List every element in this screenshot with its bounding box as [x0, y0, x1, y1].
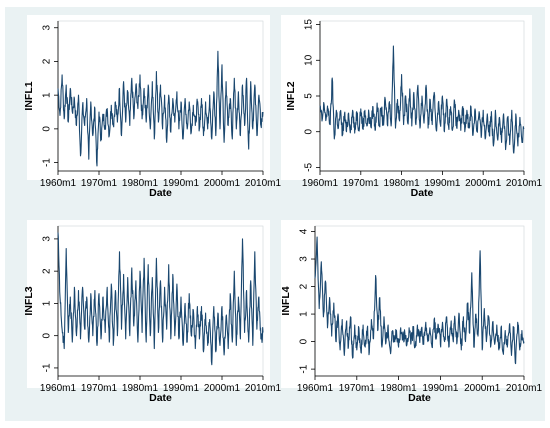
y-tick-label: -1 [42, 363, 53, 372]
y-axis-title: INFL4 [280, 286, 292, 315]
y-tick-label: -1 [42, 158, 53, 167]
y-axis-title: INFL2 [285, 81, 297, 110]
y-tick-label: -1 [299, 364, 310, 373]
y-tick-label: 10 [304, 54, 315, 66]
x-tick-label: 2000m1 [465, 178, 502, 189]
x-tick-label: 1970m1 [81, 383, 118, 394]
chart-panel-2: -5 0 5 10 15 1960m1 1970m1 1980m1 1990m1 2000m1 20… [281, 15, 543, 199]
y-tick-label: 3 [299, 256, 310, 262]
x-tick-label: 1990m1 [424, 178, 461, 189]
series-line [57, 232, 264, 366]
y-axis-title: INFL1 [23, 81, 35, 110]
y-tick-label: -5 [304, 163, 315, 172]
y-tick-label: 15 [304, 19, 315, 31]
x-axis-title: Date [149, 187, 172, 199]
y-tick-label: 1 [299, 311, 310, 317]
x-tick-label: 1980m1 [122, 178, 159, 189]
chart-panel-3: -1 0 1 2 3 1960m1 1970m1 1980m1 1990m1 2000m1 2010… [23, 220, 282, 404]
x-tick-label: 2010m1 [245, 383, 282, 394]
x-tick-label: 1960m1 [297, 383, 334, 394]
x-tick-label: 1990m1 [163, 178, 200, 189]
y-tick-label: 5 [304, 93, 315, 99]
x-tick-label: 1970m1 [339, 383, 376, 394]
x-axis-title: Date [149, 392, 172, 404]
x-tick-label: 1960m1 [40, 383, 77, 394]
x-tick-label: 1970m1 [343, 178, 380, 189]
x-tick-label: 2000m1 [464, 383, 501, 394]
x-tick-label: 1980m1 [384, 178, 421, 189]
y-tick-label: 3 [42, 25, 53, 31]
x-tick-label: 1990m1 [163, 383, 200, 394]
x-tick-label: 1990m1 [422, 383, 459, 394]
x-axis-title: Date [408, 392, 431, 404]
series-line [57, 50, 264, 167]
y-tick-label: 4 [299, 228, 310, 234]
y-tick-label: 1 [42, 92, 53, 98]
x-tick-label: 1970m1 [81, 178, 118, 189]
y-tick-label: 3 [42, 236, 53, 242]
x-tick-label: 1980m1 [122, 383, 159, 394]
y-tick-label: 1 [42, 300, 53, 306]
series-line [319, 45, 525, 154]
x-tick-label: 1980m1 [381, 383, 418, 394]
plot-region [57, 225, 264, 377]
x-tick-label: 2010m1 [506, 178, 543, 189]
chart-panel-4: -1 0 1 2 3 4 1960m1 1970m1 1980m1 1990m1 2000m1 201… [280, 220, 543, 404]
chart-panel-1: -1 0 1 2 3 1960m1 1970m1 1980m1 1990m1 2000m1 2010… [23, 15, 282, 199]
y-axis-title: INFL3 [23, 286, 35, 315]
y-tick-label: 2 [299, 283, 310, 289]
y-tick-label: 2 [42, 58, 53, 64]
y-tick-label: 0 [299, 338, 310, 344]
y-tick-label: 0 [42, 126, 53, 132]
y-tick-label: 2 [42, 268, 53, 274]
x-tick-label: 2010m1 [506, 383, 543, 394]
plot-region [314, 225, 525, 377]
x-tick-label: 1960m1 [40, 178, 77, 189]
y-tick-label: 0 [42, 332, 53, 338]
x-tick-label: 2000m1 [204, 383, 241, 394]
x-tick-label: 1960m1 [302, 178, 339, 189]
series-line [314, 236, 525, 365]
x-axis-title: Date [411, 187, 434, 199]
x-tick-label: 2010m1 [245, 178, 282, 189]
x-tick-label: 2000m1 [204, 178, 241, 189]
y-tick-label: 0 [304, 128, 315, 134]
